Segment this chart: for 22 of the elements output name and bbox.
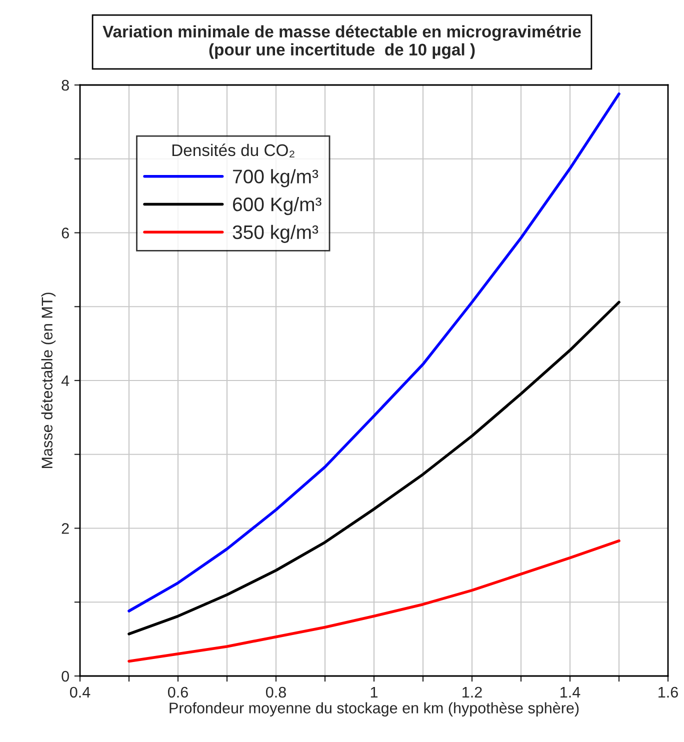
x-tick-label: 1.2 — [462, 686, 482, 698]
legend-label: 600 Kg/m³ — [233, 196, 322, 216]
y-tick-label: 0 — [62, 670, 69, 682]
legend-label: 350 kg/m³ — [232, 224, 318, 243]
line-series — [128, 539, 620, 663]
line-series — [128, 300, 620, 636]
y-tick-label: 2 — [62, 523, 69, 534]
x-tick-label: 0.6 — [168, 686, 188, 698]
legend-title: Densités du CO₂ — [172, 144, 294, 158]
chart-title: Variation minimale de masse détectable en microgravimétrie (pour une incertitude de 10 µgal ) — [102, 25, 581, 59]
y-axis-title: Masse détectable (en MT) — [41, 292, 56, 468]
x-tick-label: 0.8 — [266, 686, 286, 698]
y-tick-label: 6 — [62, 228, 69, 238]
y-tick-label: 4 — [61, 376, 70, 386]
x-axis-title: Profondeur moyenne du stockage en km (hypothèse sphère) — [170, 702, 579, 716]
x-tick-label: 1 — [370, 686, 378, 698]
y-tick-label: 8 — [62, 80, 69, 91]
legend-label: 700 kg/m³ — [233, 169, 318, 188]
line-series — [128, 92, 620, 612]
x-tick-label: 1.4 — [560, 686, 580, 698]
x-tick-label: 0.4 — [70, 686, 90, 698]
x-tick-label: 1.6 — [658, 686, 678, 698]
